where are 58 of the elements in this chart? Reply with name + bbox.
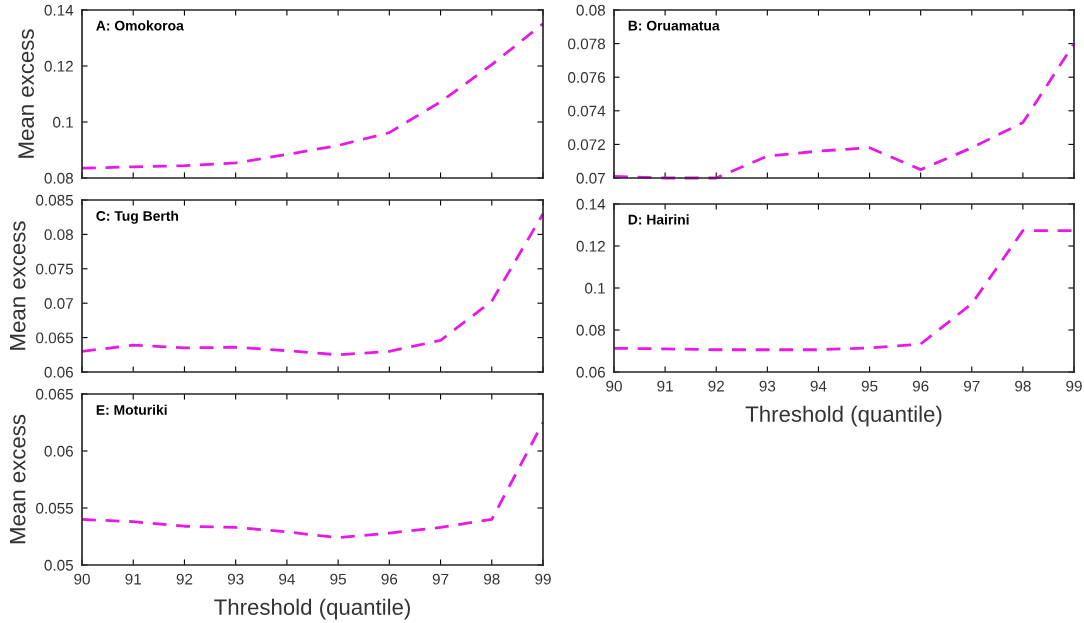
- y-tick-label: 0.085: [36, 194, 74, 206]
- y-tick-label: 0.078: [568, 38, 606, 50]
- line-series: [80, 421, 545, 540]
- y-tick-label: 0.06: [44, 366, 73, 378]
- line-series: [80, 212, 545, 357]
- y-axis-title: Mean excess: [18, 29, 34, 158]
- y-tick-label: 0.08: [44, 229, 74, 241]
- y-tick-label: 0.08: [576, 324, 606, 336]
- x-tick-label: 99: [535, 573, 551, 585]
- text: C: Tug Berth: [96, 210, 179, 224]
- y-tick-label: 0.055: [36, 502, 74, 514]
- x-tick-label: 98: [484, 573, 500, 585]
- y-tick-label: 0.08: [576, 4, 606, 16]
- x-tick-label: 95: [861, 380, 878, 392]
- x-tick-label: 94: [279, 573, 295, 585]
- y-tick-label: 0.072: [568, 139, 605, 151]
- x-tick-label: 93: [227, 573, 244, 585]
- x-tick-label: 91: [125, 573, 141, 585]
- y-tick-label: 0.1: [53, 116, 73, 128]
- y-tick-label: 0.06: [44, 445, 73, 457]
- line-series: [80, 22, 545, 170]
- x-tick-label: 97: [432, 573, 449, 585]
- y-tick-label: 0.14: [44, 4, 74, 16]
- x-tick-label: 92: [708, 380, 724, 392]
- x-tick-label: 96: [912, 380, 929, 392]
- y-tick-label: 0.065: [36, 332, 74, 344]
- y-tick-label: 0.12: [576, 240, 605, 252]
- y-tick-label: 0.065: [36, 388, 74, 400]
- y-tick-label: 0.12: [44, 60, 73, 72]
- x-tick-label: 94: [810, 380, 827, 392]
- text: A: Omokoroa: [96, 20, 184, 31]
- y-tick-label: 0.075: [36, 263, 74, 275]
- x-tick-label: 98: [1015, 380, 1031, 392]
- y-tick-label: 0.1: [585, 282, 605, 294]
- y-tick-label: 0.076: [568, 72, 605, 83]
- y-axis-title: Mean excess: [9, 221, 26, 350]
- x-tick-label: 92: [176, 573, 193, 585]
- text: E: Moturiki: [96, 404, 167, 415]
- x-axis-title: Threshold (quantile): [214, 598, 410, 620]
- y-tick-label: 0.08: [44, 172, 74, 184]
- y-axis-title: Mean excess: [9, 414, 26, 544]
- x-axis-title: Threshold (quantile): [745, 405, 942, 427]
- x-tick-label: 96: [381, 573, 398, 585]
- y-tick-label: 0.07: [576, 172, 605, 184]
- y-tick-label: 0.14: [576, 198, 606, 210]
- text: B: Oruamatua: [628, 20, 720, 31]
- y-tick-label: 0.06: [576, 366, 605, 378]
- x-tick-label: 90: [606, 380, 622, 392]
- x-tick-label: 93: [759, 380, 776, 392]
- y-tick-label: 0.07: [44, 298, 73, 309]
- x-tick-label: 91: [657, 380, 673, 392]
- x-tick-label: 95: [330, 573, 346, 585]
- y-tick-label: 0.05: [44, 559, 74, 571]
- x-tick-label: 99: [1066, 380, 1082, 392]
- x-tick-label: 90: [74, 573, 90, 585]
- text: D: Hairini: [628, 214, 689, 225]
- x-tick-label: 97: [964, 380, 980, 392]
- y-tick-label: 0.074: [568, 105, 606, 117]
